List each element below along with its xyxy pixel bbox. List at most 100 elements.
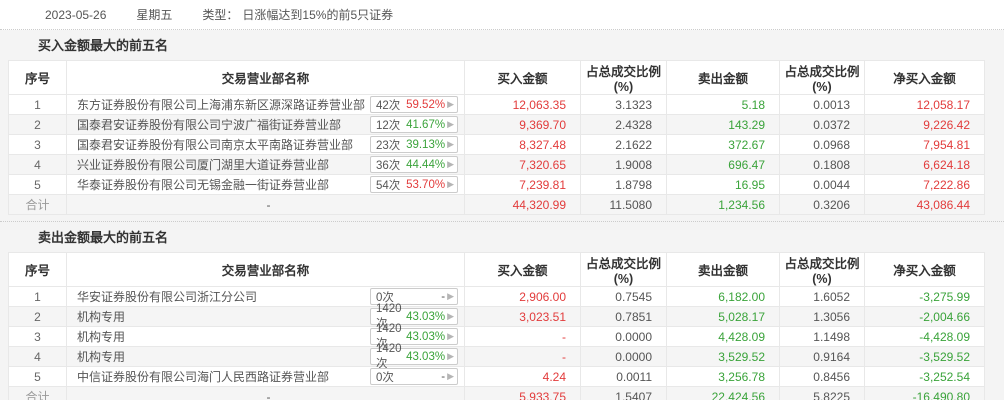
net-buy-amount: -4,428.09 — [864, 326, 985, 347]
win-rate: 59.52% — [406, 98, 446, 111]
appearance-count-badge[interactable]: 23次 39.13% ▶ — [370, 136, 458, 153]
branch-name: 华安证券股份有限公司浙江分公司 — [77, 290, 258, 304]
buy-table: 序号 交易营业部名称 买入金额 占总成交比例(%) 卖出金额 占总成交比例(%)… — [8, 60, 985, 215]
branch-name-cell: 华泰证券股份有限公司无锡金融一街证券营业部 54次 53.70% ▶ — [66, 174, 465, 195]
row-seq: 1 — [8, 94, 67, 115]
chevron-right-icon: ▶ — [447, 99, 454, 109]
branch-name: 东方证券股份有限公司上海浦东新区源深路证券营业部 — [77, 98, 366, 112]
buy-pct: 1.5407 — [580, 386, 667, 400]
branch-name-cell: 中信证券股份有限公司海门人民西路证券营业部 0次 - ▶ — [66, 366, 465, 387]
appearance-count-badge[interactable]: 1420次 43.03% ▶ — [370, 323, 458, 350]
appearance-count: 1420次 — [376, 302, 402, 330]
appearance-count-badge[interactable]: 1420次 43.03% ▶ — [370, 343, 458, 370]
net-buy-amount: 9,226.42 — [864, 114, 985, 135]
sell-section: 卖出金额最大的前五名 序号 交易营业部名称 买入金额 占总成交比例(%) 卖出金… — [0, 221, 1004, 400]
sell-pct: 1.6052 — [779, 286, 865, 307]
total-row: 合计 - 5,933.75 1.5407 22,424.56 5.8225 -16,490.… — [8, 386, 985, 400]
sell-amount: 5,028.17 — [666, 306, 780, 327]
chevron-right-icon: ▶ — [447, 179, 454, 189]
branch-name-cell: 东方证券股份有限公司上海浦东新区源深路证券营业部 42次 59.52% ▶ — [66, 94, 465, 115]
buy-amount: 3,023.51 — [464, 306, 581, 327]
buy-pct: 11.5080 — [580, 194, 667, 215]
win-rate: 43.03% — [406, 310, 446, 323]
chevron-right-icon: ▶ — [447, 139, 454, 149]
table-row: 3 国泰君安证券股份有限公司南京太平南路证券营业部 23次 39.13% ▶ 8,327.… — [8, 134, 985, 155]
branch-name: 机构专用 — [77, 330, 126, 344]
sell-amount: 1,234.56 — [666, 194, 780, 215]
buy-pct: 0.7545 — [580, 286, 667, 307]
appearance-count-badge[interactable]: 54次 53.70% ▶ — [370, 176, 458, 193]
sell-pct: 0.3206 — [779, 194, 865, 215]
branch-name-cell: 机构专用 1420次 43.03% ▶ — [66, 343, 465, 370]
branch-name: 机构专用 — [77, 310, 126, 324]
sell-amount: 143.29 — [666, 114, 780, 135]
buy-amount: 7,239.81 — [464, 174, 581, 195]
win-rate: 43.03% — [406, 330, 446, 343]
buy-amount: 8,327.48 — [464, 134, 581, 155]
col-header-seq: 序号 — [8, 252, 67, 287]
buy-amount: 4.24 — [464, 366, 581, 387]
appearance-count: 1420次 — [376, 322, 402, 350]
sell-amount: 3,256.78 — [666, 366, 780, 387]
buy-pct: 2.4328 — [580, 114, 667, 135]
sell-amount: 22,424.56 — [666, 386, 780, 400]
win-rate: 43.03% — [406, 350, 446, 363]
col-header-buy-pct: 占总成交比例(%) — [580, 60, 667, 95]
col-header-sell-pct: 占总成交比例(%) — [779, 252, 865, 287]
buy-pct: 1.8798 — [580, 174, 667, 195]
sell-amount: 4,428.09 — [666, 326, 780, 347]
appearance-count-badge[interactable]: 36次 44.44% ▶ — [370, 156, 458, 173]
win-rate: - — [441, 290, 446, 303]
buy-pct: 2.1622 — [580, 134, 667, 155]
sell-pct: 0.0013 — [779, 94, 865, 115]
appearance-count: 23次 — [376, 139, 401, 152]
branch-name-cell: 兴业证券股份有限公司厦门湖里大道证券营业部 36次 44.44% ▶ — [66, 154, 465, 175]
appearance-count: 12次 — [376, 119, 401, 132]
branch-name: 中信证券股份有限公司海门人民西路证券营业部 — [77, 370, 330, 384]
chevron-right-icon: ▶ — [447, 331, 454, 341]
total-label: 合计 — [8, 386, 67, 400]
sell-pct: 1.1498 — [779, 326, 865, 347]
buy-pct: 0.0000 — [580, 346, 667, 367]
row-seq: 5 — [8, 174, 67, 195]
col-header-net-amount: 净买入金额 — [864, 252, 985, 287]
net-buy-amount: -3,252.54 — [864, 366, 985, 387]
appearance-count-badge[interactable]: 1420次 43.03% ▶ — [370, 303, 458, 330]
chevron-right-icon: ▶ — [447, 311, 454, 321]
sell-pct: 5.8225 — [779, 386, 865, 400]
win-rate: 41.67% — [406, 118, 446, 131]
row-seq: 1 — [8, 286, 67, 307]
buy-amount: - — [464, 346, 581, 367]
appearance-count: 1420次 — [376, 342, 402, 370]
table-row: 1 东方证券股份有限公司上海浦东新区源深路证券营业部 42次 59.52% ▶ 12,06… — [8, 94, 985, 115]
appearance-count-badge[interactable]: 0次 - ▶ — [370, 288, 458, 305]
appearance-count-badge[interactable]: 42次 59.52% ▶ — [370, 96, 458, 113]
col-header-net-amount: 净买入金额 — [864, 60, 985, 95]
sell-pct: 1.3056 — [779, 306, 865, 327]
net-buy-amount: 7,954.81 — [864, 134, 985, 155]
table-row: 2 机构专用 1420次 43.03% ▶ 3,023.51 0.7851 5,028.17 1… — [8, 303, 985, 330]
row-seq: 3 — [8, 326, 67, 347]
branch-name: - — [266, 197, 271, 212]
col-header-branch-name: 交易营业部名称 — [66, 60, 465, 95]
sell-pct: 0.8456 — [779, 366, 865, 387]
net-buy-amount: -16,490.80 — [864, 386, 985, 400]
appearance-count-badge[interactable]: 0次 - ▶ — [370, 368, 458, 385]
net-buy-amount: 6,624.18 — [864, 154, 985, 175]
table-row: 5 华泰证券股份有限公司无锡金融一街证券营业部 54次 53.70% ▶ 7,239.81… — [8, 174, 985, 195]
sell-amount: 372.67 — [666, 134, 780, 155]
sell-table-header-row: 序号 交易营业部名称 买入金额 占总成交比例(%) 卖出金额 占总成交比例(%)… — [8, 252, 985, 287]
col-header-buy-amount: 买入金额 — [464, 60, 581, 95]
branch-name: 机构专用 — [77, 350, 126, 364]
table-row: 3 机构专用 1420次 43.03% ▶ -0.0000 4,428.09 1.1498 -4… — [8, 323, 985, 350]
sell-amount: 16.95 — [666, 174, 780, 195]
appearance-count-badge[interactable]: 12次 41.67% ▶ — [370, 116, 458, 133]
sell-pct: 0.0372 — [779, 114, 865, 135]
branch-name-cell: - — [66, 386, 465, 400]
chevron-right-icon: ▶ — [447, 351, 454, 361]
win-rate: 44.44% — [406, 158, 446, 171]
row-seq: 3 — [8, 134, 67, 155]
sell-pct: 0.9164 — [779, 346, 865, 367]
row-seq: 4 — [8, 346, 67, 367]
sell-amount: 696.47 — [666, 154, 780, 175]
